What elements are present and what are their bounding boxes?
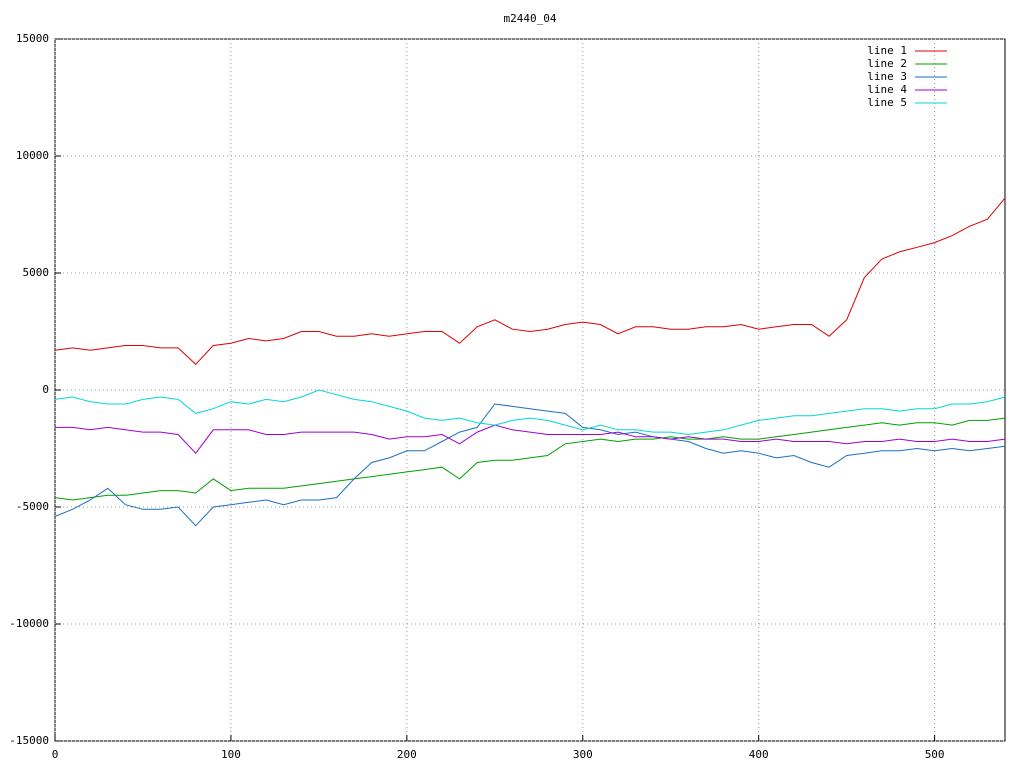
plot-frame bbox=[54, 38, 1006, 742]
chart-title: m2440_04 bbox=[504, 12, 557, 25]
y-tick-label: 15000 bbox=[16, 32, 49, 45]
legend-label: line 4 bbox=[867, 83, 907, 96]
legend-label: line 2 bbox=[867, 57, 907, 70]
legend-label: line 5 bbox=[867, 96, 907, 109]
x-tick-label: 200 bbox=[397, 748, 417, 761]
y-tick-label: -15000 bbox=[9, 734, 49, 747]
series-line bbox=[54, 197, 1006, 366]
x-tick-label: 100 bbox=[221, 748, 241, 761]
x-tick-label: 0 bbox=[52, 748, 59, 761]
series-line bbox=[54, 403, 1006, 527]
y-tick-label: -5000 bbox=[16, 500, 49, 513]
y-tick-label: 5000 bbox=[23, 266, 50, 279]
series-line bbox=[55, 424, 1006, 454]
legend-label: line 3 bbox=[867, 70, 907, 83]
legend-label: line 1 bbox=[867, 44, 907, 57]
series-line bbox=[54, 389, 1006, 436]
series-line bbox=[54, 417, 1006, 501]
y-tick-label: 10000 bbox=[16, 149, 49, 162]
y-tick-label: -10000 bbox=[9, 617, 49, 630]
y-tick-label: 0 bbox=[42, 383, 49, 396]
x-tick-label: 400 bbox=[749, 748, 769, 761]
x-tick-label: 300 bbox=[573, 748, 593, 761]
x-tick-label: 500 bbox=[925, 748, 945, 761]
